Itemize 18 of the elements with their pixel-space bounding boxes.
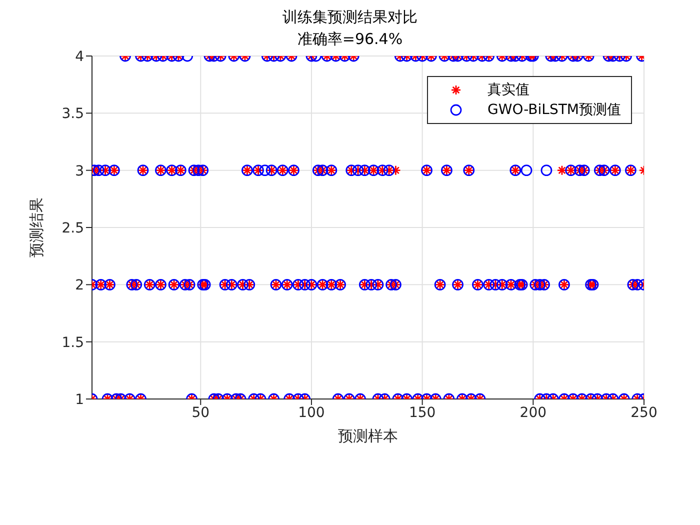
chart-subtitle: 准确率=96.4% [297,30,403,48]
y-tick-label: 1.5 [62,334,84,351]
x-tick-label: 100 [298,404,325,421]
x-tick-label: 250 [630,404,658,421]
y-tick-label: 2.5 [62,220,84,236]
x-tick-label: 200 [520,404,547,421]
y-tick-label: 1 [75,392,84,408]
legend-label: 真实值 [488,81,530,99]
y-axis-title: 预测结果 [27,198,46,258]
y-tick-label: 2 [75,278,84,294]
y-tick-label: 3.5 [62,106,84,122]
legend-label: GWO-BiLSTM预测值 [488,101,621,119]
x-tick-label: 150 [408,404,436,421]
x-axis-title: 预测样本 [338,427,398,445]
chart-title: 训练集预测结果对比 [282,8,418,28]
y-tick-label: 3 [75,163,84,180]
x-tick-label: 50 [192,404,210,421]
y-tick-label: 4 [75,48,84,65]
